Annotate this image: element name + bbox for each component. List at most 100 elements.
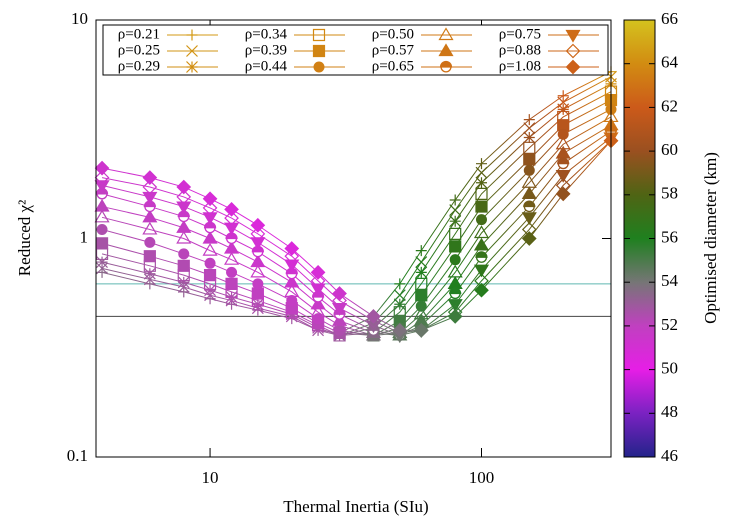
x-axis-label: Thermal Inertia (SIu)	[283, 497, 428, 516]
marker	[565, 29, 581, 43]
marker	[415, 256, 428, 269]
marker	[142, 191, 158, 205]
marker	[555, 170, 571, 183]
marker	[177, 210, 190, 223]
marker	[449, 254, 461, 266]
marker	[96, 256, 108, 269]
marker	[449, 194, 461, 206]
marker	[557, 90, 569, 102]
legend-label: ρ=0.34	[245, 26, 288, 42]
marker	[204, 284, 216, 297]
legend-label: ρ=0.44	[245, 58, 288, 74]
marker	[557, 128, 569, 140]
marker	[94, 170, 110, 185]
legend-label: ρ=0.57	[372, 42, 415, 58]
marker	[415, 266, 428, 279]
marker	[202, 242, 218, 256]
marker	[475, 166, 488, 179]
marker	[176, 230, 192, 244]
marker	[310, 273, 326, 289]
marker	[224, 210, 239, 226]
marker	[284, 274, 300, 288]
marker	[186, 45, 198, 57]
marker	[413, 322, 429, 338]
marker	[310, 283, 326, 297]
marker	[521, 186, 537, 199]
marker	[94, 209, 110, 223]
marker	[250, 217, 266, 233]
marker	[521, 212, 537, 226]
marker	[250, 264, 266, 278]
marker	[310, 264, 326, 280]
x-tick-label: 100	[469, 468, 495, 487]
marker	[392, 322, 408, 338]
marker	[438, 43, 454, 57]
marker	[555, 186, 571, 202]
marker	[143, 267, 156, 280]
colorbar-tick-label: 60	[661, 140, 678, 159]
marker	[473, 237, 490, 251]
marker	[312, 313, 324, 325]
marker	[439, 60, 453, 73]
marker	[226, 266, 238, 278]
colorbar-tick-label: 58	[661, 184, 678, 203]
marker	[394, 278, 406, 290]
colorbar-tick-label: 64	[661, 53, 679, 72]
marker	[523, 141, 536, 154]
marker	[142, 209, 158, 223]
colorbar-tick-label: 52	[661, 315, 678, 334]
marker	[178, 286, 190, 298]
marker	[143, 250, 156, 263]
marker	[449, 215, 462, 228]
legend-label: ρ=0.21	[118, 26, 160, 42]
y-tick-label: 1	[80, 227, 89, 246]
marker	[95, 237, 109, 250]
marker	[415, 245, 427, 257]
marker	[224, 251, 240, 265]
marker	[224, 240, 240, 254]
marker	[94, 198, 110, 212]
colorbar-tick-label: 54	[661, 271, 679, 290]
marker	[284, 259, 300, 273]
marker	[310, 304, 326, 318]
marker	[523, 164, 535, 176]
marker	[523, 131, 536, 144]
marker	[286, 295, 298, 307]
marker	[224, 222, 240, 236]
series-line	[101, 83, 612, 336]
marker	[202, 212, 218, 226]
marker	[447, 276, 463, 289]
marker	[177, 276, 190, 289]
marker	[449, 227, 462, 240]
marker	[473, 264, 490, 278]
marker	[250, 254, 266, 268]
y-axis-label: Reduced χ²	[15, 200, 34, 276]
marker	[250, 226, 266, 242]
colorbar-tick-label: 62	[661, 96, 678, 115]
marker	[284, 241, 300, 256]
marker	[523, 114, 535, 126]
marker	[438, 27, 454, 41]
y-tick-label: 0.1	[67, 446, 88, 465]
marker	[473, 225, 490, 239]
marker	[143, 273, 156, 286]
marker	[176, 201, 192, 215]
marker	[332, 293, 347, 308]
marker	[557, 119, 570, 132]
marker	[475, 200, 488, 213]
plot-frame	[95, 19, 612, 458]
marker	[204, 257, 216, 269]
marker	[475, 187, 488, 200]
marker	[521, 231, 537, 246]
marker	[284, 284, 300, 297]
marker	[142, 221, 158, 235]
marker	[96, 223, 108, 235]
marker	[447, 309, 463, 324]
marker	[523, 200, 536, 213]
legend-label: ρ=0.50	[372, 26, 414, 42]
legend-label: ρ=0.39	[245, 42, 287, 58]
marker	[251, 298, 264, 311]
marker	[557, 157, 570, 170]
legend-label: ρ=0.65	[372, 58, 414, 74]
marker	[565, 59, 581, 75]
